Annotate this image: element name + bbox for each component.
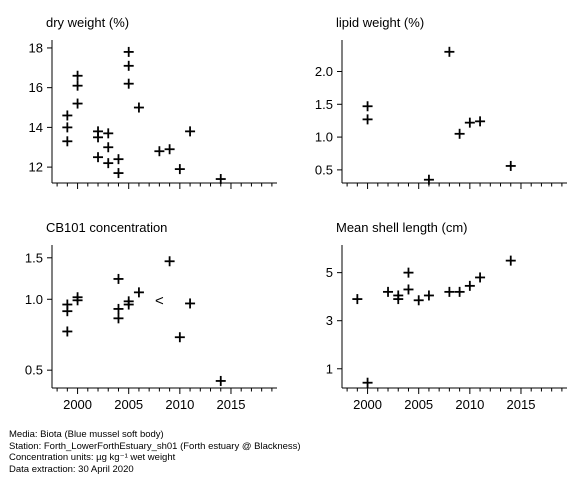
data-point <box>362 114 373 125</box>
x-tick-label: 2005 <box>404 397 433 412</box>
data-point <box>103 142 114 153</box>
x-tick-label: 2010 <box>455 397 484 412</box>
data-point <box>62 122 73 133</box>
panel-lipid-weight: lipid weight (%) 0.5 1.0 1.5 2.0 <box>315 15 567 189</box>
y-tick-label: 0.5 <box>25 363 43 378</box>
y-tick-label: 1 <box>326 361 333 376</box>
data-point <box>174 164 185 175</box>
data-point <box>505 255 516 266</box>
data-point <box>215 375 226 386</box>
y-tick-label: 1.5 <box>25 250 43 265</box>
data-point <box>62 326 73 337</box>
data-point <box>475 116 486 127</box>
data-point <box>464 117 475 128</box>
y-tick-label: 1.0 <box>315 130 333 145</box>
y-tick-label: 16 <box>29 80 43 95</box>
data-point <box>174 332 185 343</box>
data-point <box>413 295 424 306</box>
data-point <box>133 287 144 298</box>
panel-title: dry weight (%) <box>46 15 129 30</box>
data-point <box>103 128 114 139</box>
footer-station: Station: Forth_LowerForthEstuary_sh01 (F… <box>9 440 301 452</box>
data-point <box>164 256 175 267</box>
data-point <box>454 286 465 297</box>
y-tick-label: 0.5 <box>315 162 333 177</box>
panel-title: CB101 concentration <box>46 220 167 235</box>
panel-cb101-concentration: CB101 concentration 0.5 1.0 1.5 2000 2005 2010… <box>25 220 277 412</box>
y-tick-label: 18 <box>29 40 43 55</box>
data-point <box>123 60 134 71</box>
x-tick-label: 2000 <box>63 397 92 412</box>
y-tick-label: 1.0 <box>25 292 43 307</box>
x-tick-label: 2005 <box>114 397 143 412</box>
data-point <box>362 377 373 388</box>
footer-units: Concentration units: µg kg⁻¹ wet weight <box>9 452 176 463</box>
y-tick-label: 1.5 <box>315 97 333 112</box>
data-point <box>72 295 83 306</box>
panel-dry-weight: dry weight (%) 12 14 16 18 <box>29 15 277 189</box>
data-point <box>93 152 104 163</box>
data-point <box>185 126 196 137</box>
data-point <box>123 46 134 57</box>
data-point <box>62 136 73 147</box>
data-point <box>154 146 165 157</box>
data-point <box>72 98 83 109</box>
panel-mean-shell-length: Mean shell length (cm) 1 3 5 2000 2005 2010 201… <box>326 220 567 412</box>
x-tick-label: 2015 <box>507 397 536 412</box>
data-point <box>505 160 516 171</box>
panel-title: lipid weight (%) <box>336 15 424 30</box>
y-tick-label: 5 <box>326 265 333 280</box>
data-point <box>62 110 73 121</box>
y-tick-label: 12 <box>29 160 43 175</box>
data-point <box>423 290 434 301</box>
footer-media: Media: Biota (Blue mussel soft body) <box>9 429 164 440</box>
x-tick-label: 2000 <box>353 397 382 412</box>
data-point <box>123 78 134 89</box>
data-point <box>113 273 124 284</box>
y-tick-label: 2.0 <box>315 64 333 79</box>
data-point <box>403 267 414 278</box>
data-point <box>464 280 475 291</box>
data-point <box>113 154 124 165</box>
x-tick-label: 2010 <box>165 397 194 412</box>
footer-extraction: Data extraction: 30 April 2020 <box>9 463 134 475</box>
x-tick-label: 2015 <box>217 397 246 412</box>
data-point <box>62 306 73 317</box>
data-point <box>103 158 114 169</box>
data-point <box>113 168 124 179</box>
data-point <box>444 46 455 57</box>
data-point <box>113 313 124 324</box>
footer-notes: Media: Biota (Blue mussel soft body) Sta… <box>9 429 301 475</box>
data-point <box>352 294 363 305</box>
data-point <box>113 303 124 314</box>
data-point <box>362 101 373 112</box>
data-point <box>454 128 465 139</box>
censored-point: < <box>155 292 164 309</box>
figure: dry weight (%) 12 14 16 18 lipid weight (%) 0… <box>25 15 567 412</box>
panel-title: Mean shell length (cm) <box>336 220 468 235</box>
data-point <box>133 102 144 113</box>
data-point <box>185 298 196 309</box>
data-point <box>475 272 486 283</box>
data-point <box>423 174 434 185</box>
data-point <box>215 174 226 185</box>
data-point <box>72 80 83 91</box>
data-point <box>93 132 104 143</box>
data-point <box>164 144 175 155</box>
data-point <box>444 286 455 297</box>
data-point <box>123 299 134 310</box>
y-tick-label: 14 <box>29 120 43 135</box>
data-point <box>383 286 394 297</box>
y-tick-label: 3 <box>326 313 333 328</box>
data-point <box>72 70 83 81</box>
data-point <box>403 284 414 295</box>
data-point <box>393 294 404 305</box>
